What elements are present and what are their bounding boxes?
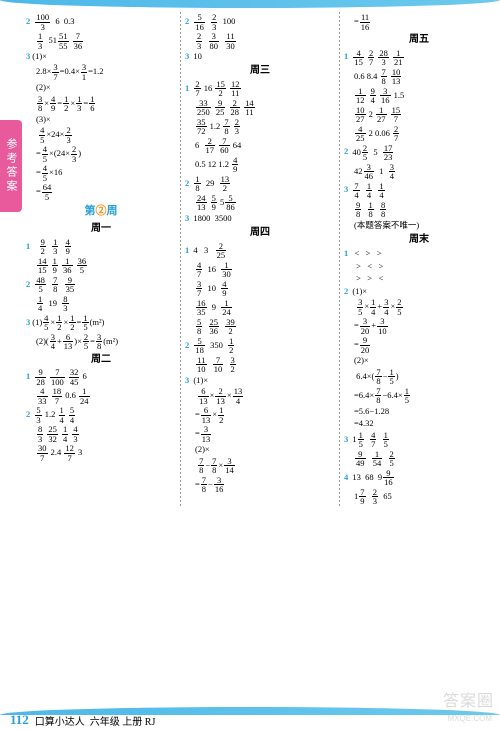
watermark: 答案圈 [443, 687, 494, 711]
column-3: =1116 周五 1 415 27 283 121 0.6 8.4 78 101… [344, 12, 494, 507]
footer-title: 口算小达人 [35, 713, 85, 728]
day-header: 周一 [26, 222, 176, 236]
divider [339, 12, 340, 507]
content: 2 1003 6 0.3 13 515155 736 3(1)× 2.8×37=… [0, 8, 500, 511]
footer: 112 口算小达人 六年级 上册 RJ [0, 712, 500, 728]
item-num: 2 [26, 16, 30, 26]
footer-grade: 六年级 上册 RJ [90, 713, 156, 728]
watermark-sub: MXQE.COM [448, 714, 492, 723]
wave-top [0, 0, 500, 8]
week-header: 第②周 [26, 204, 176, 219]
side-tab: 参考答案 [0, 120, 22, 212]
divider [180, 12, 181, 507]
column-1: 2 1003 6 0.3 13 515155 736 3(1)× 2.8×37=… [26, 12, 176, 507]
page-number: 112 [10, 712, 29, 728]
column-2: 2 516 23 100 23 380 1130 3 10 周三 1 27 16… [185, 12, 335, 507]
